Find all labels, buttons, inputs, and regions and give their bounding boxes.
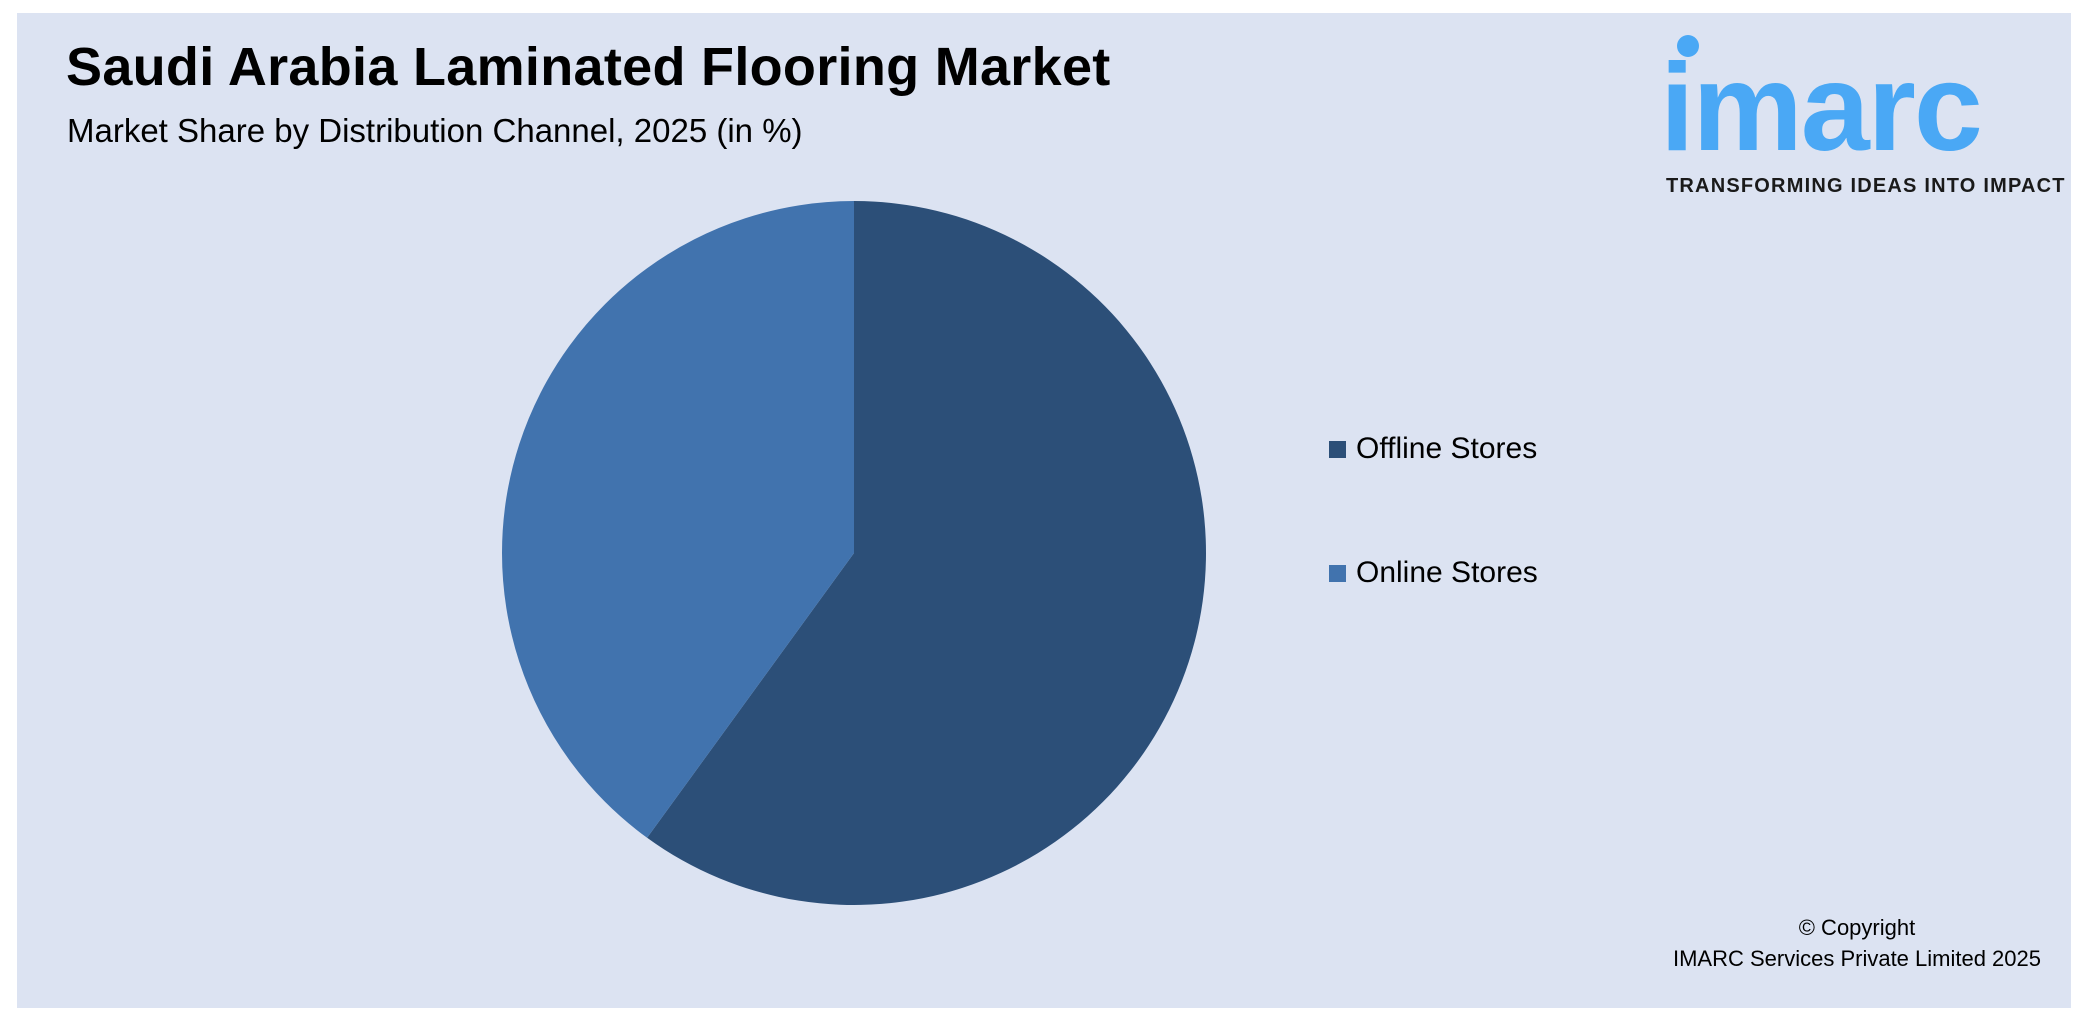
logo-text: imarc <box>1660 39 1983 177</box>
chart-subtitle: Market Share by Distribution Channel, 20… <box>67 112 803 149</box>
copyright-line2: IMARC Services Private Limited 2025 <box>1672 946 2041 971</box>
legend-item-offline: Offline Stores <box>1329 432 1537 466</box>
pie-slice-offline-stores <box>647 201 1206 906</box>
logo-dot-icon <box>1677 35 1699 57</box>
imarc-logo: imarc TRANSFORMING IDEAS INTO IMPACT <box>1650 30 2065 210</box>
pie-slice-online-stores <box>502 201 854 838</box>
legend-label: Online Stores <box>1356 556 1538 589</box>
legend-swatch <box>1329 440 1346 458</box>
copyright-line1: © Copyright <box>1798 915 1916 940</box>
legend-item-online: Online Stores <box>1329 556 1538 590</box>
legend-label: Offline Stores <box>1356 432 1538 465</box>
legend-swatch <box>1329 564 1346 582</box>
logo-tagline: TRANSFORMING IDEAS INTO IMPACT <box>1666 175 2066 197</box>
copyright: © Copyright IMARC Services Private Limit… <box>1673 912 2041 974</box>
chart-title: Saudi Arabia Laminated Flooring Market <box>66 37 1111 97</box>
